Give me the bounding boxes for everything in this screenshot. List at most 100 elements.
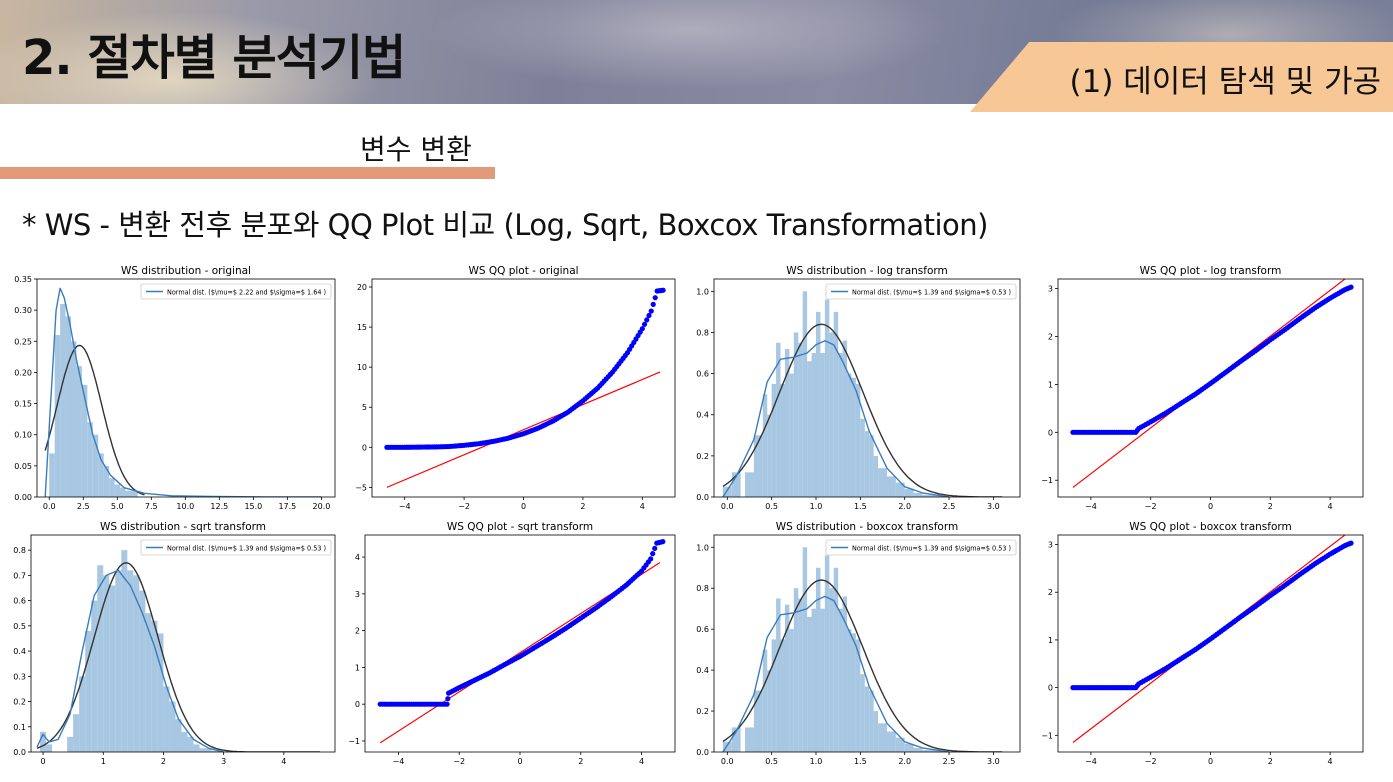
histogram-bar: [163, 686, 170, 752]
x-tick-label: 3.0: [987, 757, 1000, 766]
histogram-bar: [767, 670, 772, 752]
x-tick-label: −2: [453, 757, 465, 766]
y-tick-label: 0.2: [13, 698, 26, 707]
histogram-bar: [98, 453, 104, 497]
chart-title: WS distribution - original: [121, 265, 251, 277]
histogram-bar: [807, 361, 812, 497]
chart-title: WS distribution - log transform: [786, 265, 948, 277]
histogram-bar: [85, 630, 92, 752]
y-tick-label: 1: [355, 663, 360, 672]
histogram-bar: [67, 736, 74, 752]
qq-point: [1348, 540, 1354, 546]
histogram-bar: [81, 384, 88, 497]
histogram-bar: [780, 383, 785, 497]
histogram-bar: [139, 590, 146, 752]
y-tick-label: 2: [1048, 588, 1053, 597]
y-tick-label: 0.4: [696, 666, 709, 675]
y-tick-label: 2: [355, 627, 360, 636]
y-tick-label: 0.10: [14, 431, 32, 440]
x-tick-label: 4: [281, 757, 286, 766]
histogram-bar: [115, 570, 122, 752]
legend-label: Normal dist. ($\mu=$ 2.22 and $\sigma=$ …: [167, 288, 326, 297]
histogram-bar: [771, 383, 777, 497]
qq-point: [652, 295, 658, 301]
qq-point: [652, 545, 658, 551]
x-tick-label: 2: [1268, 757, 1273, 766]
x-tick-label: 0: [517, 757, 522, 766]
histogram-bar: [789, 373, 794, 497]
x-tick-label: 0: [1208, 757, 1213, 766]
histogram-bar: [127, 570, 134, 752]
x-tick-label: 1: [101, 757, 106, 766]
x-tick-label: −2: [1145, 502, 1157, 511]
x-tick-label: 2: [578, 757, 583, 766]
x-tick-label: −2: [458, 502, 470, 511]
y-tick-label: 0.6: [696, 370, 709, 379]
histogram-bar: [125, 490, 138, 497]
histogram-bar: [873, 455, 879, 497]
x-tick-label: −2: [1145, 757, 1157, 766]
y-tick-label: 20: [357, 283, 367, 292]
chart-title: WS QQ plot - boxcox transform: [1129, 521, 1292, 533]
x-tick-label: 0.5: [765, 757, 778, 766]
y-tick-label: 0.6: [696, 625, 709, 634]
kde-line: [44, 287, 322, 497]
histogram-bar: [878, 723, 887, 752]
y-tick-label: 0.5: [13, 622, 26, 631]
x-tick-label: 20.0: [312, 502, 330, 511]
histogram-bar: [904, 743, 914, 752]
histogram-bar: [833, 311, 839, 497]
histogram-bar: [103, 575, 110, 752]
histogram-bar: [869, 435, 874, 497]
histogram-bar: [811, 608, 816, 752]
x-tick-label: 3.0: [987, 502, 1000, 511]
histogram-bar: [103, 465, 110, 497]
chart-panel: WS QQ plot - boxcox transform −4 −2 0 2 4 −1 0 1…: [1041, 521, 1364, 766]
normal-fit-line: [44, 344, 145, 496]
qq-point: [639, 326, 645, 332]
histogram-bar: [784, 348, 790, 497]
y-tick-label: 0.8: [696, 328, 709, 337]
chart-panel: WS QQ plot - original −4 −2 0 2 4 −5 0 5 10 15 20: [355, 265, 676, 511]
x-tick-label: 0.0: [721, 502, 734, 511]
histogram-bar: [847, 373, 852, 497]
histogram-bar: [864, 431, 870, 497]
legend-box: [825, 539, 1017, 556]
x-tick-label: 1.5: [854, 502, 867, 511]
y-tick-label: 0.30: [14, 306, 32, 315]
histogram-bar: [60, 303, 66, 497]
histogram-bar: [793, 332, 799, 497]
x-tick-label: 4: [639, 757, 644, 766]
histogram-bar: [145, 613, 152, 752]
histogram-bar: [798, 598, 803, 752]
qq-point: [648, 308, 654, 314]
y-tick-label: 0.4: [696, 411, 709, 420]
histogram-bar: [816, 567, 821, 752]
x-tick-label: 0: [521, 502, 526, 511]
page-title: 2. 절차별 분석기법: [22, 30, 406, 86]
x-tick-label: 4: [1328, 502, 1333, 511]
y-tick-label: 3: [355, 590, 360, 599]
x-tick-label: 12.5: [210, 502, 228, 511]
histogram-bar: [157, 633, 164, 752]
legend-box: [140, 283, 332, 300]
y-tick-label: 0: [362, 443, 367, 452]
y-tick-label: 2: [1048, 332, 1053, 341]
chart-panel: WS distribution - log transform 0.0 0.5 1.0…: [696, 265, 1021, 511]
y-tick-label: 1: [1048, 636, 1053, 645]
qq-point: [444, 701, 450, 707]
y-tick-label: 0.05: [14, 462, 32, 471]
y-tick-label: 0.20: [14, 368, 32, 377]
plot-area: [44, 287, 322, 497]
histogram-bar: [886, 476, 896, 497]
histogram-bar: [824, 299, 830, 497]
chart-title: WS distribution - boxcox transform: [776, 521, 958, 533]
histogram-bar: [133, 575, 140, 752]
y-tick-label: 0.2: [696, 452, 709, 461]
histogram-bar: [802, 291, 808, 497]
histogram-bar: [109, 585, 116, 752]
x-tick-label: 0.0: [721, 757, 734, 766]
chart-panel: WS QQ plot - sqrt transform −4 −2 0 2 4 −1 0 1 2 3…: [348, 521, 676, 766]
histogram-bar: [860, 418, 865, 497]
normal-fit-line: [722, 323, 1003, 497]
